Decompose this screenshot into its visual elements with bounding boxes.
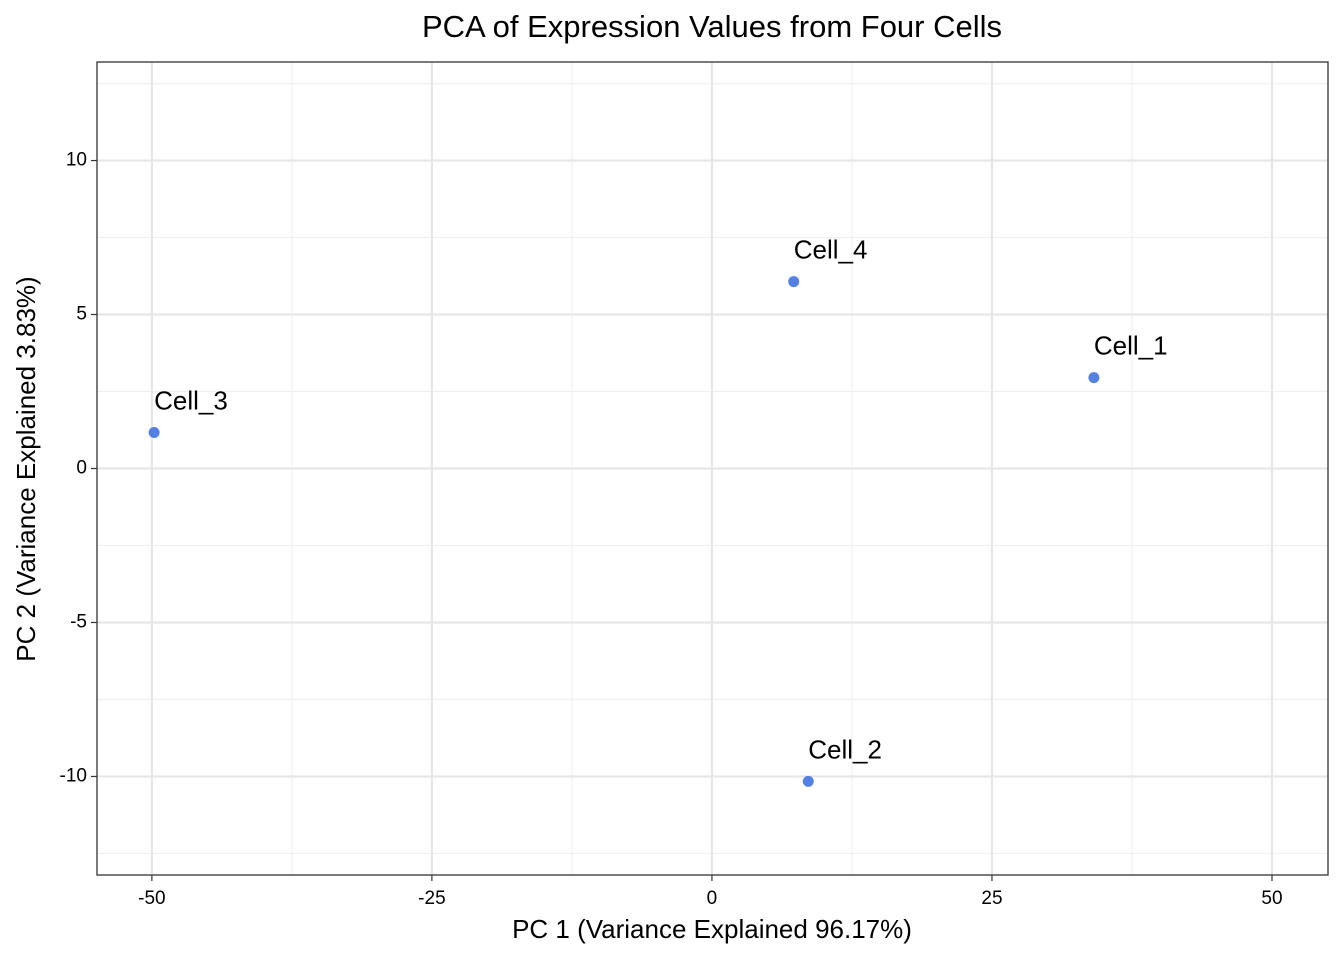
point-label: Cell_4: [794, 234, 868, 264]
point: [788, 276, 800, 288]
x-tick-label: -25: [418, 888, 445, 909]
x-tick-label: -50: [138, 888, 165, 909]
x-axis-label: PC 1 (Variance Explained 96.17%): [512, 914, 912, 944]
point-label: Cell_3: [154, 385, 228, 415]
y-tick-label: 0: [76, 458, 87, 479]
x-tick-label: 0: [707, 888, 718, 909]
y-tick-label: -10: [60, 765, 87, 786]
point: [1088, 372, 1100, 384]
y-tick-label: 5: [76, 304, 87, 325]
y-tick-label: 10: [66, 150, 87, 171]
point: [802, 775, 814, 787]
chart-title: PCA of Expression Values from Four Cells: [422, 9, 1002, 44]
point-label: Cell_2: [808, 734, 882, 764]
point-label: Cell_1: [1094, 331, 1168, 361]
y-axis-label: PC 2 (Variance Explained 3.83%): [11, 276, 41, 661]
y-tick-label: -5: [70, 611, 87, 632]
plot-border: [96, 61, 1329, 876]
x-tick-label: 25: [981, 888, 1002, 909]
x-tick-label: 50: [1261, 888, 1282, 909]
point: [148, 426, 160, 438]
